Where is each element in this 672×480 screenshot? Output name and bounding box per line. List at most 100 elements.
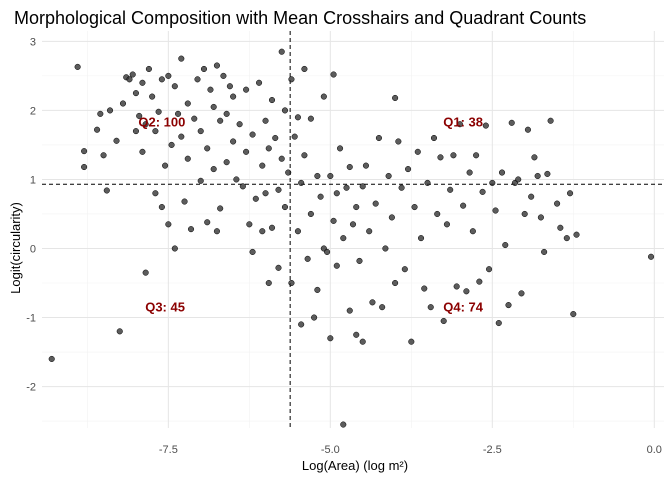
- data-point: [385, 172, 392, 180]
- data-point: [278, 48, 285, 55]
- data-point: [375, 134, 382, 142]
- data-point: [136, 112, 143, 119]
- data-point: [259, 228, 266, 235]
- x-axis-title: Log(Area) (log m²): [302, 458, 408, 473]
- data-point: [184, 155, 191, 162]
- y-tick-labels: -2 -1 0 1 2 3: [26, 36, 36, 393]
- data-point: [217, 117, 224, 124]
- data-point: [450, 152, 457, 159]
- data-point: [346, 307, 353, 314]
- quadrant-labels: Q1: 38 Q2: 100 Q3: 45 Q4: 74: [138, 114, 483, 314]
- data-point: [213, 228, 220, 235]
- y-tick-label: 2: [30, 105, 36, 117]
- data-point: [528, 193, 535, 200]
- data-point: [392, 279, 399, 287]
- data-point: [97, 110, 104, 117]
- data-point: [466, 169, 473, 176]
- data-point: [486, 266, 493, 273]
- data-point: [243, 148, 250, 155]
- data-point: [453, 283, 460, 290]
- data-point: [340, 235, 347, 242]
- data-point: [132, 90, 139, 97]
- quadrant-label: Q2: 100: [138, 114, 185, 129]
- data-point: [537, 214, 544, 221]
- quadrant-label: Q1: 38: [443, 114, 483, 129]
- data-point: [281, 107, 289, 114]
- data-point: [81, 163, 88, 171]
- data-point: [142, 121, 149, 128]
- data-point: [168, 141, 175, 148]
- data-point: [275, 264, 282, 271]
- data-point: [262, 190, 269, 197]
- data-point: [304, 255, 311, 262]
- data-point: [294, 228, 301, 235]
- data-point: [320, 93, 327, 100]
- data-point: [184, 100, 191, 107]
- data-point: [647, 253, 655, 260]
- data-point: [411, 204, 418, 211]
- data-point: [294, 114, 301, 121]
- data-point: [366, 228, 373, 235]
- data-point: [502, 241, 509, 249]
- data-point: [191, 115, 198, 122]
- data-point: [249, 131, 256, 138]
- data-point: [359, 183, 366, 190]
- data-point: [476, 278, 483, 285]
- data-point: [178, 133, 185, 140]
- data-point: [524, 126, 531, 133]
- data-point: [249, 248, 256, 255]
- data-point: [437, 154, 444, 161]
- y-tick-label: 3: [30, 36, 36, 48]
- data-point: [204, 219, 211, 226]
- data-point: [395, 138, 402, 145]
- data-point: [567, 190, 574, 197]
- y-axis-title: Logit(circularity): [8, 202, 23, 294]
- data-point: [210, 103, 217, 110]
- data-point: [162, 162, 169, 169]
- data-point: [307, 210, 314, 218]
- data-point: [434, 210, 441, 218]
- data-point: [230, 138, 237, 145]
- quadrant-label: Q4: 74: [443, 299, 484, 314]
- data-point: [103, 187, 110, 194]
- data-point: [158, 76, 165, 83]
- data-point: [482, 122, 489, 129]
- data-point: [298, 179, 305, 186]
- data-point: [353, 331, 360, 338]
- data-point: [430, 134, 438, 142]
- data-point: [239, 183, 246, 190]
- data-point: [324, 248, 331, 255]
- data-point: [301, 152, 308, 159]
- data-point: [197, 177, 204, 184]
- data-point: [489, 179, 496, 186]
- data-point: [152, 190, 159, 197]
- data-point: [333, 190, 340, 197]
- data-point: [336, 145, 344, 152]
- data-point: [492, 207, 499, 214]
- data-point: [213, 62, 220, 69]
- data-point: [346, 163, 353, 171]
- data-point: [414, 148, 421, 155]
- data-point: [298, 321, 305, 328]
- data-point: [460, 202, 467, 209]
- data-point: [243, 86, 250, 93]
- data-point: [155, 108, 162, 115]
- data-point: [268, 96, 276, 104]
- data-point: [440, 317, 447, 325]
- chart-title: Morphological Composition with Mean Cros…: [14, 8, 586, 28]
- data-point: [379, 304, 386, 311]
- data-point: [505, 302, 512, 309]
- data-point: [314, 172, 321, 180]
- data-point: [223, 159, 230, 166]
- data-point: [382, 245, 389, 252]
- data-point: [401, 266, 408, 273]
- data-point: [362, 162, 370, 169]
- data-point: [343, 184, 350, 191]
- data-point: [119, 100, 127, 107]
- data-point: [349, 221, 357, 228]
- data-point: [285, 169, 292, 176]
- data-point: [473, 152, 480, 159]
- data-point: [165, 221, 172, 228]
- data-point: [508, 119, 515, 126]
- data-point: [171, 245, 178, 252]
